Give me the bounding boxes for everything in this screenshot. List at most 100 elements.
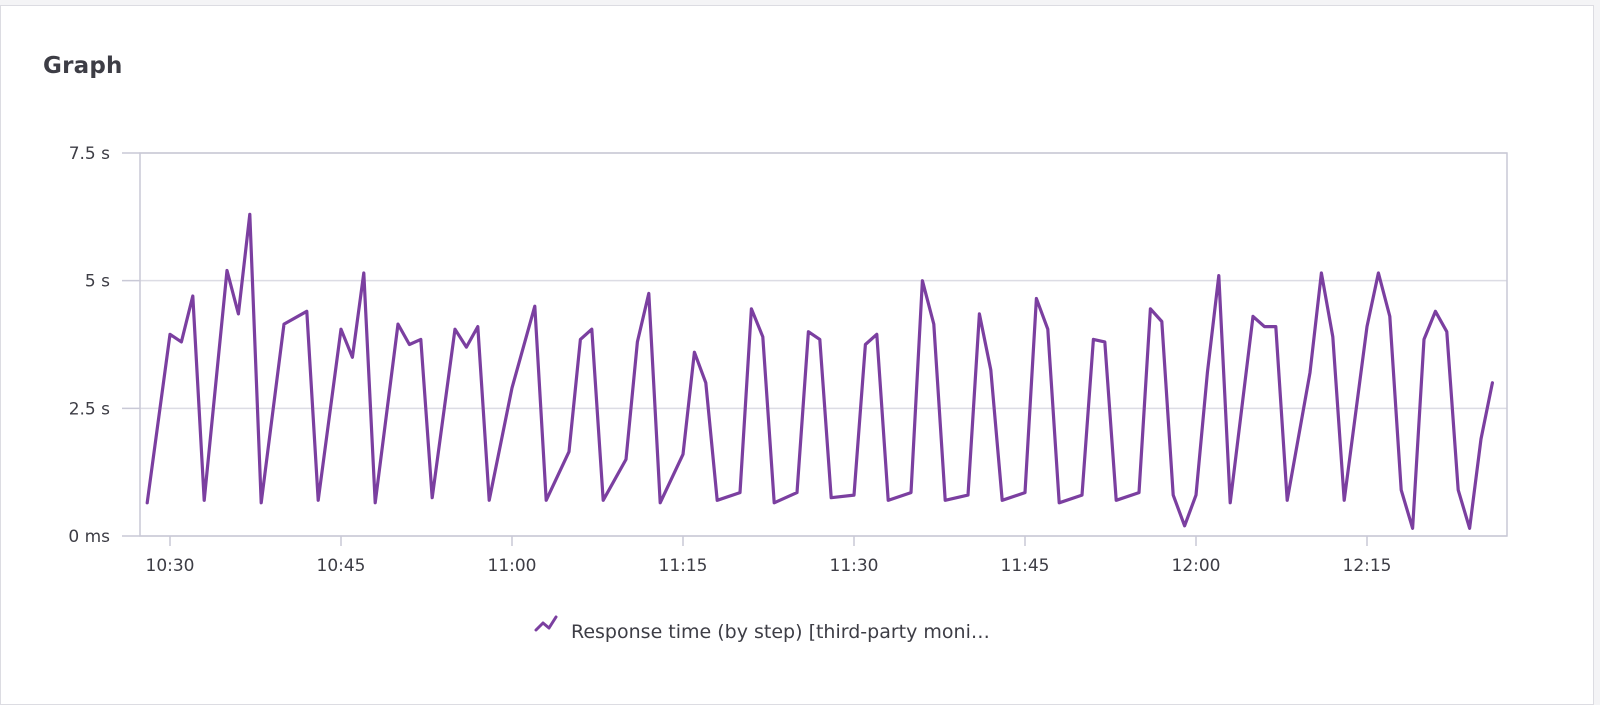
data-point[interactable] [818,338,821,341]
data-point[interactable] [978,313,981,316]
data-point[interactable] [864,343,867,346]
data-point[interactable] [1081,494,1084,497]
series-line[interactable] [145,212,1495,530]
data-point[interactable] [191,295,194,298]
data-point[interactable] [682,453,685,456]
data-point[interactable] [1480,438,1483,441]
data-point[interactable] [1138,491,1141,494]
data-point[interactable] [1149,307,1152,310]
data-point[interactable] [511,387,514,390]
data-point[interactable] [146,501,149,504]
data-point[interactable] [283,323,286,326]
data-point[interactable] [180,341,183,344]
data-point[interactable] [568,450,571,453]
data-point[interactable] [750,307,753,310]
data-point[interactable] [989,369,992,372]
data-point[interactable] [1195,494,1198,497]
data-point[interactable] [807,330,810,333]
data-point[interactable] [1092,338,1095,341]
data-point[interactable] [967,494,970,497]
data-point[interactable] [910,491,913,494]
data-point[interactable] [340,328,343,331]
data-point[interactable] [1058,501,1061,504]
data-point[interactable] [237,313,240,316]
data-point[interactable] [305,310,308,313]
data-point[interactable] [248,213,251,216]
data-point[interactable] [625,458,628,461]
data-point[interactable] [1457,489,1460,492]
data-point[interactable] [1115,499,1118,502]
data-point[interactable] [1206,371,1209,374]
data-point[interactable] [1229,501,1232,504]
data-point[interactable] [1103,341,1106,344]
data-point[interactable] [1388,315,1391,318]
data-point[interactable] [704,381,707,384]
data-point[interactable] [1400,489,1403,492]
data-point[interactable] [397,323,400,326]
data-point[interactable] [875,333,878,336]
data-point[interactable] [693,351,696,354]
data-point[interactable] [476,325,479,328]
data-point[interactable] [796,491,799,494]
data-point[interactable] [1183,524,1186,527]
y-axis: 0 ms 2.5 s 5 s 7.5 s [68,144,140,547]
data-point[interactable] [932,323,935,326]
data-point[interactable] [1263,325,1266,328]
data-point[interactable] [260,501,263,504]
data-point[interactable] [169,333,172,336]
data-point[interactable] [226,269,229,272]
data-point[interactable] [419,338,422,341]
data-point[interactable] [590,328,593,331]
data-point[interactable] [351,356,354,359]
data-point[interactable] [1377,272,1380,275]
data-point[interactable] [454,328,457,331]
data-point[interactable] [830,496,833,499]
data-point[interactable] [465,346,468,349]
data-point[interactable] [716,499,719,502]
data-point[interactable] [1331,335,1334,338]
data-point[interactable] [887,499,890,502]
legend[interactable]: Response time (by step) [third-party mon… [534,615,990,643]
data-point[interactable] [761,335,764,338]
data-point[interactable] [1001,499,1004,502]
data-point[interactable] [362,272,365,275]
data-point[interactable] [1046,328,1049,331]
data-point[interactable] [488,499,491,502]
data-point[interactable] [579,338,582,341]
data-point[interactable] [1411,527,1414,530]
data-point[interactable] [602,499,605,502]
data-point[interactable] [1491,381,1494,384]
data-point[interactable] [1035,297,1038,300]
data-point[interactable] [1468,527,1471,530]
data-point[interactable] [1286,499,1289,502]
data-point[interactable] [408,343,411,346]
data-point[interactable] [533,305,536,308]
data-point[interactable] [1274,325,1277,328]
data-point[interactable] [1217,274,1220,277]
data-point[interactable] [374,501,377,504]
data-point[interactable] [1343,499,1346,502]
data-point[interactable] [921,279,924,282]
data-point[interactable] [1252,315,1255,318]
data-point[interactable] [1320,272,1323,275]
data-point[interactable] [773,501,776,504]
data-point[interactable] [1160,320,1163,323]
data-point[interactable] [545,499,548,502]
data-point[interactable] [203,499,206,502]
data-point[interactable] [647,292,650,295]
data-point[interactable] [659,501,662,504]
data-point[interactable] [739,491,742,494]
data-point[interactable] [853,494,856,497]
data-point[interactable] [317,499,320,502]
data-point[interactable] [944,499,947,502]
data-point[interactable] [1366,325,1369,328]
data-point[interactable] [1434,310,1437,313]
series-layer [145,212,1495,530]
data-point[interactable] [1024,491,1027,494]
data-point[interactable] [1445,330,1448,333]
data-point[interactable] [431,496,434,499]
data-point[interactable] [1423,338,1426,341]
data-point[interactable] [636,341,639,344]
data-point[interactable] [1309,371,1312,374]
data-point[interactable] [1172,494,1175,497]
